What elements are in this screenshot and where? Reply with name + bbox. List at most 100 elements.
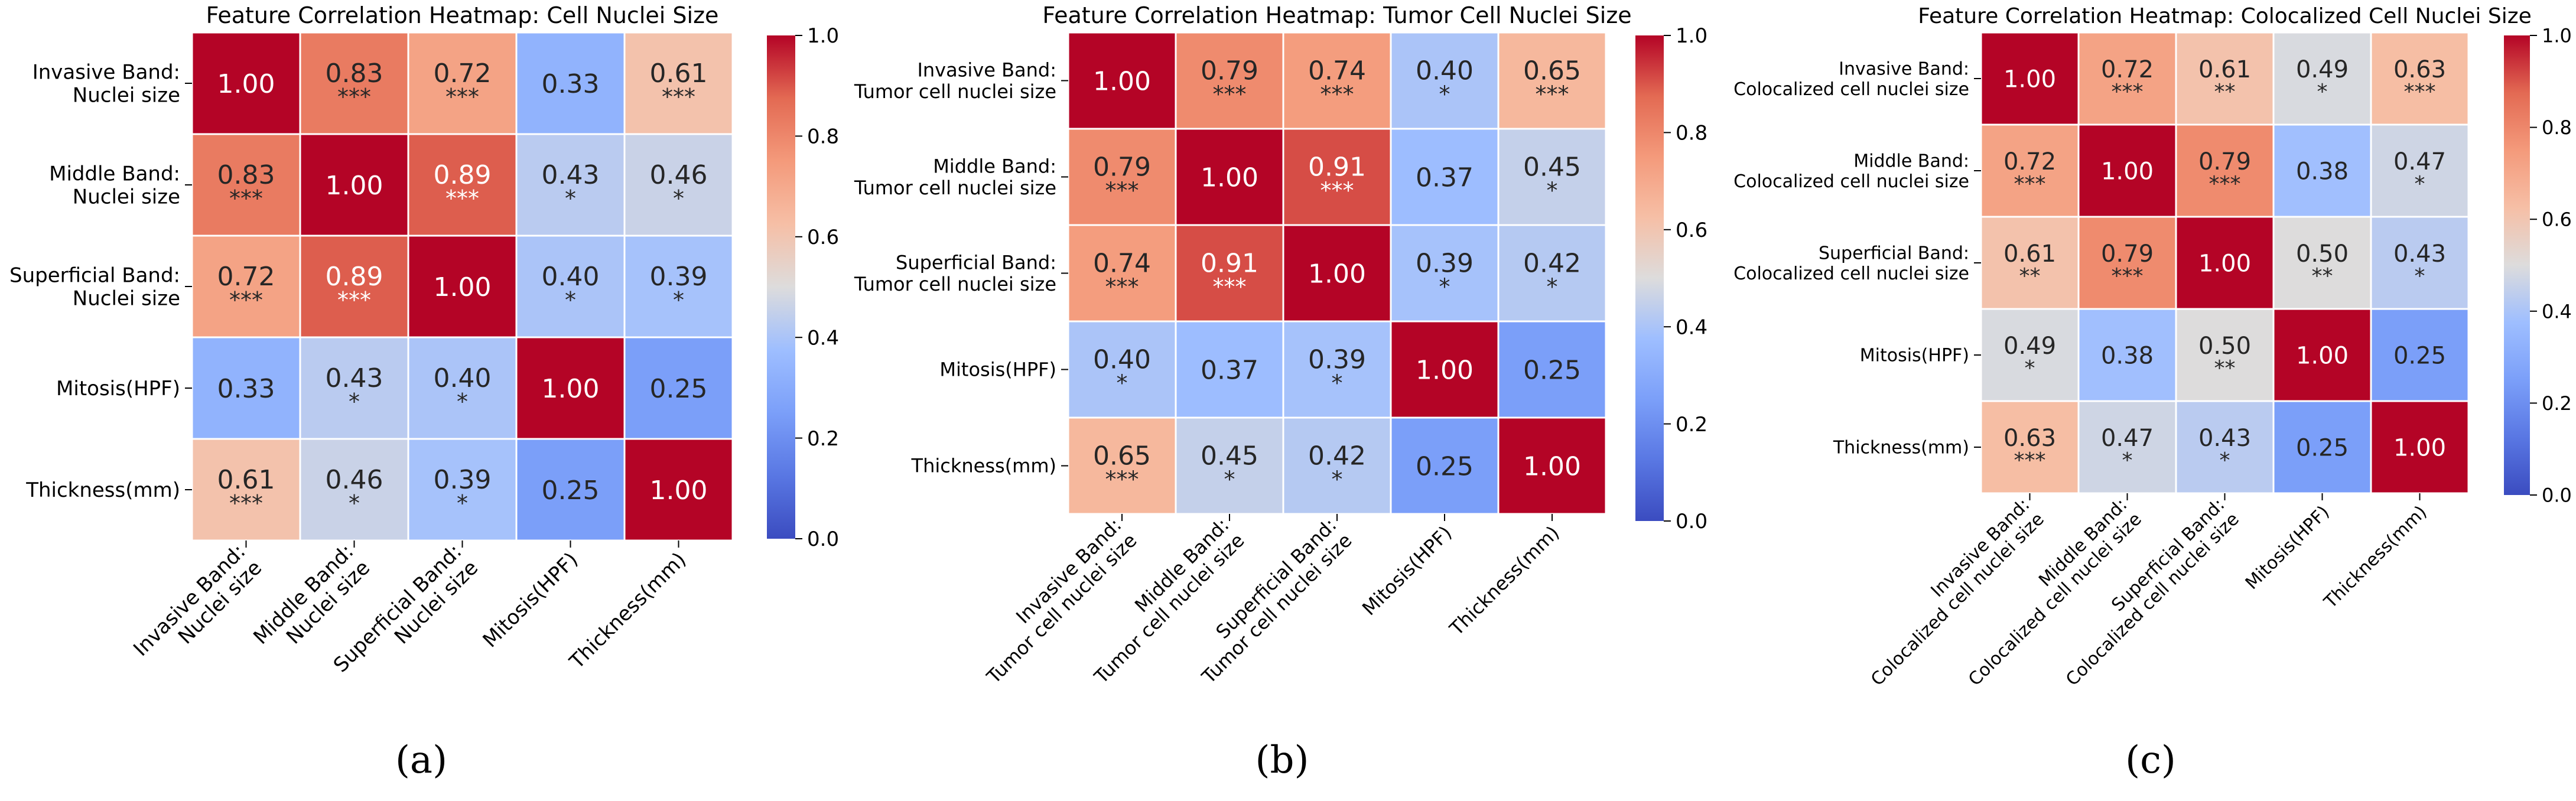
cell-value-r3-c0: 0.33	[217, 374, 275, 404]
cell-stars-r0-c1: ***	[337, 84, 371, 110]
y-tick-label-0-line-0: Invasive Band:	[917, 58, 1056, 81]
cell-value-r0-c2: 0.74	[1308, 56, 1366, 86]
x-tick-label-3: Mitosis(HPF)	[479, 548, 583, 652]
cell-value-r3-c3: 1.00	[542, 374, 600, 404]
cell-stars-r2-c3: **	[2312, 264, 2333, 288]
heatmap-cell-r1-c0	[191, 133, 301, 237]
cell-value-r4-c4: 1.00	[1523, 451, 1581, 481]
x-tick-label-group-4: Thickness(mm)	[1445, 522, 1563, 640]
x-tick-label-0: Invasive Band:Nuclei size	[129, 540, 266, 678]
cell-value-r1-c0: 0.72	[2003, 148, 2056, 175]
y-tick-label-2-line-0: Superficial Band:	[9, 263, 180, 287]
cell-stars-r0-c1: ***	[2112, 80, 2144, 104]
cell-stars-r1-c3: *	[565, 185, 576, 211]
cell-value-r1-c0: 0.83	[217, 160, 275, 190]
y-tick-label-0-line-1: Nuclei size	[73, 83, 180, 107]
cell-stars-r1-c2: ***	[2209, 172, 2241, 196]
y-tick-label-1: Middle Band: Colocalized cell nuclei size	[1733, 151, 1969, 192]
cell-stars-r2-c0: **	[2019, 264, 2041, 288]
heatmap-cell-r4-c0	[1067, 416, 1177, 515]
cell-stars-r2-c3: *	[1439, 274, 1450, 300]
heatmap-cell-r2-c4	[1497, 224, 1607, 323]
cell-stars-r3-c0: *	[2025, 356, 2035, 380]
y-tick-label-2: Superficial Band: Tumor cell nuclei size	[854, 251, 1056, 295]
y-tick-label-3: Mitosis(HPF)	[939, 359, 1056, 381]
cell-value-r0-c1: 0.72	[2101, 56, 2154, 83]
cell-value-r0-c1: 0.79	[1201, 56, 1258, 86]
cell-value-r0-c0: 1.00	[2003, 66, 2056, 93]
heatmap-cell-r0-c1	[1175, 31, 1284, 130]
cell-stars-r0-c3: *	[2317, 80, 2328, 104]
heatmap-cell-r1-c0	[1980, 123, 2080, 218]
cell-value-r2-c1: 0.91	[1201, 249, 1258, 279]
x-tick-label-group-3: Mitosis(HPF)	[2242, 502, 2334, 594]
cell-value-r1-c2: 0.89	[434, 160, 492, 190]
cell-value-r2-c4: 0.39	[650, 262, 708, 292]
y-tick-label-1-line-0: Middle Band:	[49, 162, 180, 185]
cell-value-r2-c1: 0.89	[326, 262, 383, 292]
colorbar-tick-label-5: 1.0	[2542, 25, 2572, 47]
cell-value-r3-c2: 0.39	[1308, 345, 1366, 375]
cell-stars-r4-c1: *	[2122, 448, 2133, 473]
cell-value-r4-c0: 0.65	[1093, 441, 1151, 471]
y-tick-label-1: Middle Band: Nuclei size	[49, 162, 180, 209]
cell-value-r1-c1: 1.00	[2101, 158, 2154, 185]
y-tick-label-4-line-0: Thickness(mm)	[25, 478, 180, 502]
cell-value-r0-c2: 0.72	[434, 58, 492, 89]
cell-stars-r1-c0: ***	[2014, 172, 2046, 196]
heatmap-cell-r3-c3	[515, 336, 626, 440]
colorbar-tick-label-5: 1.0	[1676, 24, 1707, 48]
cell-value-r2-c3: 0.39	[1416, 249, 1474, 279]
heatmap-cell-r0-c3	[515, 31, 626, 135]
cell-stars-r4-c2: *	[2220, 448, 2230, 473]
cell-stars-r4-c1: *	[1224, 467, 1235, 493]
cell-value-r2-c3: 0.50	[2296, 240, 2349, 268]
heatmap-cell-r1-c4	[1497, 128, 1607, 226]
colorbar-tick-label-1: 0.2	[807, 427, 839, 451]
cell-value-r4-c4: 1.00	[650, 476, 708, 506]
cell-value-r0-c4: 0.63	[2393, 56, 2446, 83]
y-tick-label-1-line-1: Colocalized cell nuclei size	[1733, 171, 1969, 192]
y-tick-label-2: Superficial Band: Colocalized cell nuclei…	[1733, 243, 1969, 284]
cell-value-r0-c0: 1.00	[1093, 66, 1151, 96]
x-tick-label-3-line-0: Mitosis(HPF)	[479, 548, 583, 652]
y-tick-label-2-line-1: Tumor cell nuclei size	[854, 273, 1056, 295]
cell-stars-r2-c1: ***	[1213, 274, 1247, 300]
heatmap-cell-r0-c4	[1497, 31, 1607, 130]
cell-stars-r3-c2: *	[457, 389, 468, 415]
heatmap-cell-r0-c2	[2175, 31, 2275, 126]
heatmap-cell-r3-c3	[2272, 308, 2372, 402]
colorbar-tick-label-2: 0.4	[807, 326, 839, 350]
cell-stars-r0-c4: ***	[1536, 82, 1569, 108]
y-tick-label-0-line-0: Invasive Band:	[1839, 58, 1969, 79]
x-tick-label-3: Mitosis(HPF)	[1358, 522, 1456, 620]
heatmap-cell-r4-c4	[1497, 416, 1607, 515]
heatmap-cell-r2-c3	[2272, 216, 2372, 310]
cell-stars-r2-c4: *	[673, 287, 684, 313]
cell-value-r1-c4: 0.47	[2393, 148, 2446, 175]
y-tick-label-3: Mitosis(HPF)	[56, 377, 180, 400]
y-tick-label-1-line-0: Middle Band:	[933, 155, 1056, 177]
heatmap-cell-r4-c2	[407, 438, 518, 542]
y-tick-label-3-line-0: Mitosis(HPF)	[56, 377, 180, 400]
x-tick-label-group-4: Thickness(mm)	[2320, 502, 2431, 613]
chart-title: Feature Correlation Heatmap: Colocalized…	[1918, 4, 2532, 28]
caption-b: (b)	[1255, 738, 1309, 782]
cell-value-r4-c3: 0.25	[1416, 451, 1474, 481]
cell-value-r0-c3: 0.33	[542, 69, 600, 99]
y-tick-label-3: Mitosis(HPF)	[1860, 346, 1969, 366]
cell-value-r1-c1: 1.00	[326, 171, 383, 201]
heatmap-cell-r2-c3	[1390, 224, 1500, 323]
y-tick-label-1-line-0: Middle Band:	[1853, 151, 1969, 171]
cell-value-r1-c3: 0.43	[542, 160, 600, 190]
cell-stars-r3-c0: *	[1117, 370, 1128, 396]
heatmap-cell-r4-c1	[1175, 416, 1284, 515]
cell-value-r4-c3: 0.25	[2296, 434, 2349, 461]
cell-value-r3-c4: 0.25	[1523, 355, 1581, 385]
cell-stars-r1-c0: ***	[229, 185, 263, 211]
heatmap-cell-r1-c2	[2175, 123, 2275, 218]
cell-value-r3-c1: 0.43	[326, 363, 383, 393]
x-tick-label-4: Thickness(mm)	[565, 548, 691, 673]
heatmap-cell-r0-c1	[299, 31, 409, 135]
caption-a: (a)	[395, 738, 448, 782]
